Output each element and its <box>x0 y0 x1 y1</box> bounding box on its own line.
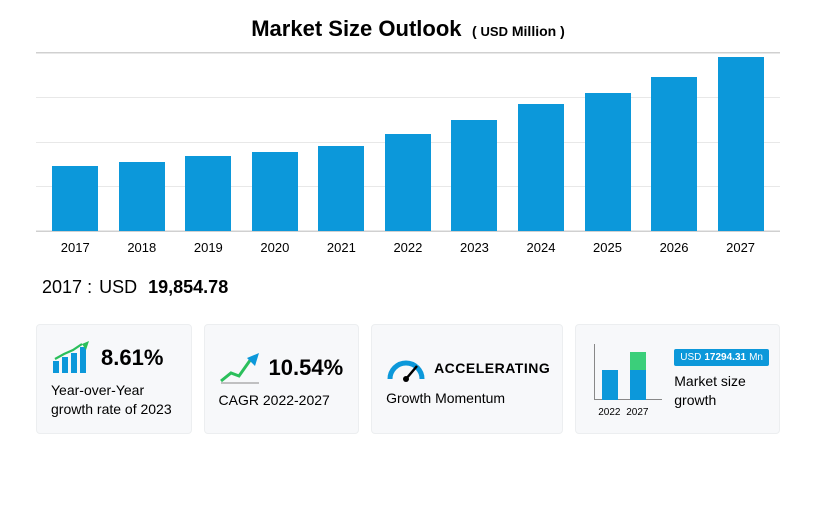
pill-usd: USD <box>680 352 701 363</box>
unit-word: Million <box>512 23 556 39</box>
xlabel-2027: 2027 <box>718 240 764 255</box>
xlabel-2025: 2025 <box>585 240 631 255</box>
card-cagr: 10.54% CAGR 2022-2027 <box>204 324 360 434</box>
card-momentum: ACCELERATING Growth Momentum <box>371 324 563 434</box>
chart-title: Market Size Outlook <box>251 16 461 41</box>
metric-cards-row: 8.61% Year-over-Year growth rate of 2023… <box>36 324 780 434</box>
line-trend-up-icon <box>219 351 261 385</box>
mini-bar-2022 <box>602 370 618 400</box>
xlabel-2019: 2019 <box>185 240 231 255</box>
momentum-value: ACCELERATING <box>434 360 550 376</box>
mini-bar-chart: 2022 2027 <box>586 340 664 418</box>
card-yoy: 8.61% Year-over-Year growth rate of 2023 <box>36 324 192 434</box>
yoy-value: 8.61% <box>101 345 163 371</box>
growth-pill: USD17294.31Mn <box>674 349 769 366</box>
bar-2021 <box>318 146 364 231</box>
highlight-amount: 19,854.78 <box>148 277 228 297</box>
yoy-label: Year-over-Year growth rate of 2023 <box>51 381 179 419</box>
bar-2017 <box>52 166 98 231</box>
mini-bar-2027 <box>630 352 646 400</box>
highlight-value-line: 2017 : USD 19,854.78 <box>42 277 780 298</box>
x-axis-labels: 2017 2018 2019 2020 2021 2022 2023 2024 2025 2026… <box>36 232 780 255</box>
xlabel-2022: 2022 <box>385 240 431 255</box>
pill-value: 17294.31 <box>704 352 746 363</box>
title-row: Market Size Outlook ( USD Million ) <box>36 16 780 42</box>
gauge-icon <box>386 353 426 383</box>
mini-xlabel-1: 2022 <box>598 407 620 418</box>
xlabel-2017: 2017 <box>52 240 98 255</box>
xlabel-2024: 2024 <box>518 240 564 255</box>
pill-unit: Mn <box>749 352 763 363</box>
cagr-value: 10.54% <box>269 355 344 381</box>
mini-xlabel-2: 2027 <box>626 407 648 418</box>
bar-2018 <box>119 162 165 231</box>
unit-prefix: ( <box>472 23 477 39</box>
xlabel-2021: 2021 <box>318 240 364 255</box>
highlight-currency: USD <box>99 277 137 297</box>
card-market-growth: 2022 2027 USD17294.31Mn Market size grow… <box>575 324 780 434</box>
bar-trend-up-icon <box>51 341 93 375</box>
bar-2020 <box>252 152 298 231</box>
cagr-label: CAGR 2022-2027 <box>219 391 347 410</box>
bar-2019 <box>185 156 231 231</box>
bar-2027 <box>718 57 764 231</box>
highlight-year: 2017 <box>42 277 82 297</box>
bar-chart <box>36 52 780 232</box>
growth-label: Market size growth <box>674 372 769 408</box>
chart-unit: ( USD Million ) <box>472 23 565 39</box>
bar-2023 <box>451 120 497 231</box>
bar-2025 <box>585 93 631 231</box>
xlabel-2026: 2026 <box>651 240 697 255</box>
bar-2022 <box>385 134 431 231</box>
xlabel-2023: 2023 <box>451 240 497 255</box>
xlabel-2018: 2018 <box>119 240 165 255</box>
xlabel-2020: 2020 <box>252 240 298 255</box>
bars-row <box>36 53 780 231</box>
unit-usd: USD <box>481 24 508 39</box>
bar-2026 <box>651 77 697 231</box>
bar-2024 <box>518 104 564 231</box>
momentum-label: Growth Momentum <box>386 389 550 408</box>
highlight-sep: : <box>87 277 92 297</box>
unit-suffix: ) <box>560 23 565 39</box>
